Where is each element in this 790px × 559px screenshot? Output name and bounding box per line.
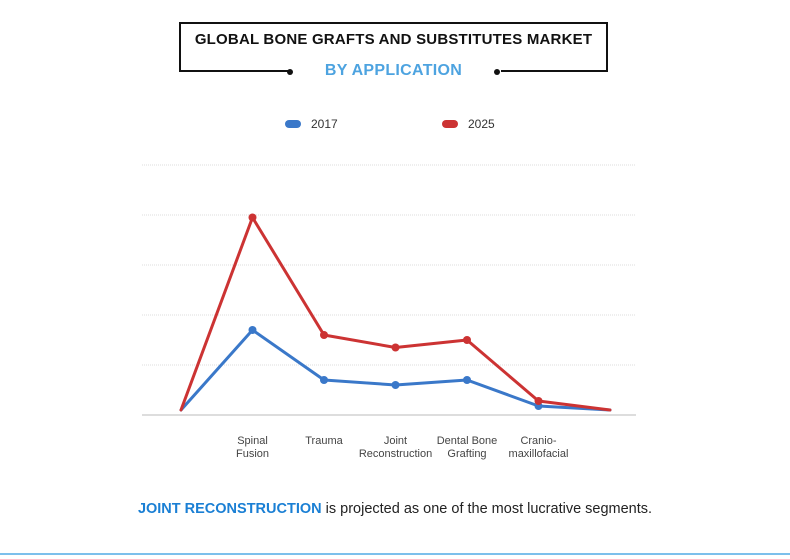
data-point-2025 xyxy=(391,343,400,352)
footer-text: is projected as one of the most lucrativ… xyxy=(321,501,653,517)
footer-highlight: JOINT RECONSTRUCTION xyxy=(137,501,322,517)
title-dot-right xyxy=(494,69,500,75)
title-dot-left xyxy=(287,69,293,75)
x-tick-label: Cranio-maxillofacial xyxy=(509,435,569,460)
x-tick-label: Trauma xyxy=(305,435,343,447)
footer-note: JOINT RECONSTRUCTION is projected as one… xyxy=(0,501,790,517)
x-tick-label: Spinal Fusion xyxy=(236,435,269,460)
series-line-2017 xyxy=(179,328,612,412)
legend-item-2017: 2017 xyxy=(285,117,338,131)
data-point-2017 xyxy=(391,381,400,389)
chart-title: GLOBAL BONE GRAFTS AND SUBSTITUTES MARKE… xyxy=(194,31,593,48)
line-chart: Spinal Fusion Trauma Joint ReconstructionDen… xyxy=(142,164,636,460)
x-tick-label: Dental Bone Grafting xyxy=(437,435,498,460)
title-frame-gap xyxy=(289,67,501,73)
data-point-2025 xyxy=(463,336,471,344)
title-frame xyxy=(179,22,608,73)
data-point-2017 xyxy=(248,326,257,334)
legend-label-2017: 2017 xyxy=(311,117,338,131)
legend-item-2025: 2025 xyxy=(442,117,495,131)
bottom-rule xyxy=(0,553,790,555)
data-point-2017 xyxy=(320,376,328,384)
data-point-2017 xyxy=(463,376,471,384)
legend-label-2025: 2025 xyxy=(468,117,495,131)
data-point-2025 xyxy=(248,213,257,222)
chart-subtitle: BY APPLICATION xyxy=(324,62,463,79)
x-tick-label: Joint Reconstruction xyxy=(359,435,432,460)
data-point-2025 xyxy=(534,397,543,405)
legend-swatch-2025 xyxy=(442,120,458,128)
legend-swatch-2017 xyxy=(285,120,301,128)
data-point-2025 xyxy=(320,331,328,339)
